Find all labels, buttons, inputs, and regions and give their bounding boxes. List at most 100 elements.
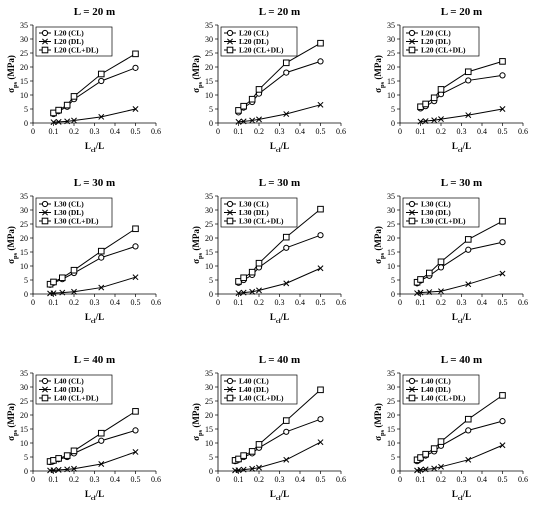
y-tick-label: 25 [387,49,395,58]
x-tick-label: 0.6 [518,475,528,484]
data-point-circle [499,239,506,246]
series-line-x [53,108,136,123]
data-point-circle [283,244,290,251]
data-point-x [283,111,290,117]
x-axis-label: Lcl/L [85,141,104,154]
legend-marker-x [227,38,233,45]
y-tick-label: 10 [387,262,395,271]
legend-label: L20 (CL) [421,29,451,38]
y-axis-label: σps (MPa) [191,226,204,264]
data-point-x [256,287,262,294]
x-tick-label: 0.5 [131,127,141,136]
legend-marker-x [409,386,415,393]
data-point-square [255,86,263,93]
x-tick-label: 0.5 [498,298,508,307]
y-axis-label: σps (MPa) [6,226,19,264]
y-tick-label: 35 [20,21,28,30]
data-point-x [50,119,57,126]
x-tick-label: 0.4 [295,298,305,307]
legend-label: L30 (CL+DL) [239,217,284,226]
data-point-square [317,39,324,47]
chart-title: L = 40 m [259,354,300,366]
data-point-x [317,439,324,446]
data-point-square [70,266,78,274]
y-tick-label: 25 [387,220,395,229]
legend-label: L40 (DL) [239,385,269,394]
data-point-square [248,268,256,276]
x-tick-label: 0.3 [457,298,467,307]
data-point-x [249,465,256,472]
x-tick-label: 0.5 [316,298,326,307]
data-point-x [431,465,438,472]
legend-label: L20 (DL) [239,37,269,46]
data-point-x [132,106,139,112]
y-tick-label: 0 [391,119,395,128]
x-tick-label: 0.4 [110,298,120,307]
data-point-circle [465,246,472,253]
data-point-x [256,116,262,123]
y-tick-label: 35 [20,192,28,201]
chart-title: L = 20 m [441,6,482,18]
legend-marker-square [41,394,49,402]
x-tick-label: 0.5 [316,475,326,484]
y-tick-label: 20 [205,411,213,420]
legend-label: L20 (CL) [54,29,84,38]
y-tick-label: 0 [24,290,28,299]
legend-label: L30 (CL) [421,200,451,209]
x-axis-label: Lcl/L [452,489,471,502]
y-tick-label: 10 [20,91,28,100]
y-tick-label: 15 [205,77,213,86]
data-point-square [132,225,139,233]
x-tick-label: 0.2 [254,475,264,484]
legend-label: L20 (CL+DL) [239,46,284,55]
legend-label: L40 (CL) [54,377,84,386]
data-point-x [55,466,62,473]
x-tick-label: 0.6 [151,475,161,484]
x-axis-label: Lcl/L [270,141,289,154]
data-point-circle [465,427,472,434]
data-point-circle [98,254,105,261]
chart-title: L = 40 m [74,354,115,366]
y-tick-label: 30 [387,206,395,215]
y-tick-label: 5 [24,453,28,462]
data-point-square [248,448,256,455]
data-point-x [422,118,429,124]
data-point-x [499,270,506,277]
data-point-x [64,118,71,125]
y-tick-label: 0 [391,467,395,476]
x-tick-label: 0 [31,298,35,307]
data-point-square [464,68,472,76]
x-tick-label: 0.5 [498,475,508,484]
data-point-x [235,467,242,474]
data-point-square [464,415,472,423]
y-tick-label: 5 [209,453,213,462]
data-point-x [55,118,62,125]
x-tick-label: 0.4 [295,475,305,484]
data-point-square [63,101,71,109]
data-point-x [71,288,77,295]
series-line-circle [416,420,503,462]
y-tick-label: 20 [205,234,213,243]
legend-marker-circle [408,29,416,37]
x-tick-label: 0.5 [131,475,141,484]
legend-label: L20 (DL) [421,37,451,46]
x-tick-label: 0.5 [316,127,326,136]
legend-marker-square [226,394,234,402]
data-point-circle [283,428,290,435]
legend-label: L20 (DL) [54,37,84,46]
y-tick-label: 25 [205,220,213,229]
y-tick-label: 20 [20,63,28,72]
data-point-x [50,467,57,474]
data-point-square [235,455,242,463]
legend-label: L40 (CL+DL) [54,394,99,403]
data-point-square [240,102,247,110]
legend-label: L30 (CL+DL) [54,217,99,226]
data-point-x [235,118,242,125]
data-point-square [417,454,424,461]
y-tick-label: 25 [20,397,28,406]
legend-label: L40 (CL) [239,377,269,386]
data-point-x [98,461,105,467]
y-tick-label: 5 [209,276,213,285]
data-point-x [438,463,444,470]
x-tick-label: 0.2 [69,475,79,484]
